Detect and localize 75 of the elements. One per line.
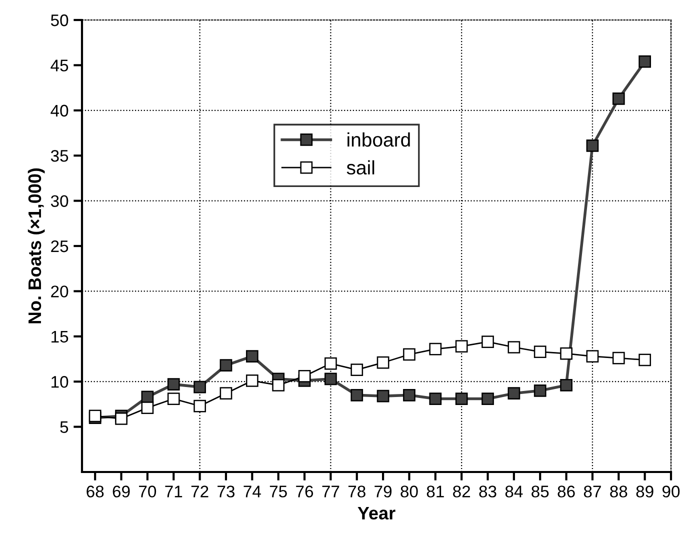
point [612, 352, 625, 364]
point [560, 379, 572, 392]
point [298, 370, 311, 382]
point [638, 354, 652, 366]
y-tick-label: 25 [51, 240, 68, 252]
point [403, 348, 416, 361]
y-tick-label: 30 [50, 195, 68, 208]
x-tick-label: 76 [296, 486, 314, 498]
point [638, 55, 652, 68]
x-tick-label: 81 [426, 486, 444, 498]
point [350, 364, 364, 376]
point [586, 139, 599, 152]
x-tick-label: 72 [191, 486, 208, 498]
point [612, 92, 625, 105]
x-tick-label: 82 [453, 486, 470, 498]
point [508, 387, 520, 400]
point [376, 356, 390, 369]
point [272, 379, 285, 392]
point [167, 378, 180, 390]
y-tick-label: 50 [50, 14, 68, 26]
point [246, 350, 258, 362]
point [376, 390, 390, 402]
x-tick-label: 79 [374, 486, 392, 498]
y-tick-label: 5 [60, 421, 68, 434]
x-tick-label: 83 [479, 486, 496, 498]
x-tick-label: 86 [558, 486, 575, 498]
point [115, 412, 128, 425]
x-tick-label: 68 [86, 486, 104, 498]
y-tick-label: 20 [51, 286, 68, 298]
point [482, 392, 494, 405]
x-tick-label: 71 [165, 486, 182, 498]
point [350, 388, 364, 402]
y-tick-label: 45 [50, 60, 68, 72]
point [194, 400, 206, 412]
x-tick-label: 69 [112, 486, 130, 498]
point [220, 359, 232, 372]
y-tick-label: 15 [52, 330, 68, 343]
x-tick-label: 80 [400, 486, 418, 498]
legend-label: inboard [348, 132, 410, 147]
point [429, 342, 442, 356]
x-tick-label: 90 [662, 486, 680, 498]
point [246, 374, 258, 387]
y-axis-title: No. Boats (×1,000) [28, 168, 45, 324]
legend-label: sail [346, 160, 374, 175]
point [482, 336, 494, 348]
x-tick-label: 87 [584, 486, 601, 498]
point [220, 387, 232, 400]
point [429, 392, 442, 405]
point [324, 372, 337, 386]
point [508, 341, 520, 354]
point [534, 346, 546, 358]
x-tick-label: 84 [505, 486, 523, 498]
point [455, 392, 468, 405]
y-tick-label: 40 [50, 104, 68, 117]
point [141, 402, 154, 414]
x-tick-label: 70 [139, 486, 156, 498]
point [167, 392, 180, 405]
x-tick-label: 74 [244, 486, 261, 498]
y-tick-label: 10 [52, 376, 68, 388]
x-tick-label: 73 [218, 486, 235, 498]
point [455, 340, 468, 353]
x-tick-label: 89 [636, 486, 654, 498]
point [534, 384, 546, 397]
x-tick-label: 77 [322, 486, 340, 498]
x-tick-label: 85 [532, 486, 549, 498]
point [586, 350, 599, 362]
x-axis-title: Year [358, 506, 396, 520]
point [403, 388, 416, 402]
y-tick-label: 35 [50, 150, 68, 162]
x-tick-label: 88 [610, 486, 628, 498]
x-tick-label: 75 [270, 486, 287, 498]
point [324, 357, 337, 370]
point [194, 380, 206, 394]
x-tick-label: 78 [348, 486, 366, 498]
point [560, 347, 572, 360]
